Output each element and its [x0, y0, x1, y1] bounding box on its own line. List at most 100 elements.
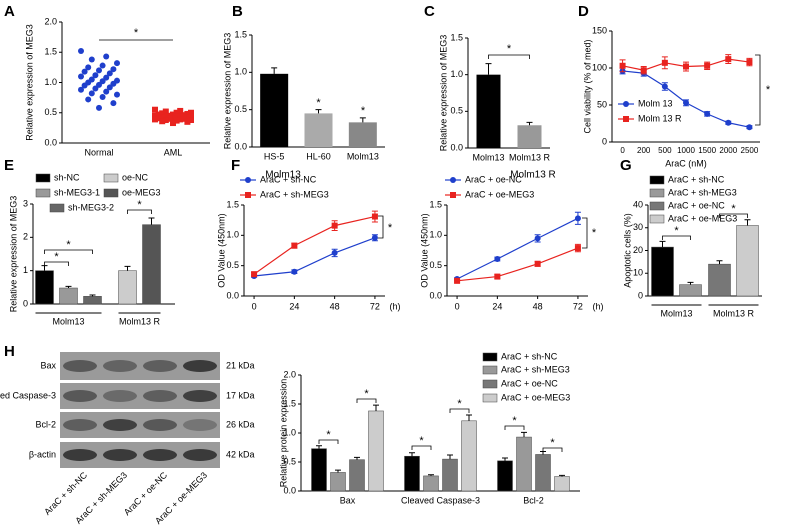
point: [494, 273, 501, 280]
y-tick-label: 1.5: [234, 29, 247, 39]
y-tick-label: 1.0: [429, 230, 442, 240]
legend-marker: [450, 192, 456, 198]
y-tick-label: 1.5: [44, 47, 57, 57]
y-axis-label: Cell viability (% of med): [582, 39, 592, 133]
y-tick-label: 1.5: [283, 398, 296, 408]
significance-bracket: [356, 398, 377, 403]
legend-label: oe-NC: [122, 172, 149, 182]
point: [88, 56, 95, 63]
legend-label: AraC + sh-MEG3: [668, 187, 737, 197]
legend-label: AraC + oe-MEG3: [668, 213, 737, 223]
y-tick-label: 0.5: [429, 260, 442, 270]
blot-band: [143, 419, 177, 431]
point: [454, 277, 461, 284]
y-tick-label: 1.0: [450, 69, 463, 79]
blot-row-label: β-actin: [29, 449, 56, 459]
point: [110, 100, 117, 107]
x-tick-label: Molm13 R: [713, 308, 755, 318]
point: [291, 242, 298, 249]
bar: [311, 448, 327, 492]
blot-band: [63, 360, 97, 372]
significance-bracket: [449, 408, 470, 413]
legend-label: AraC + sh-NC: [501, 351, 558, 361]
series-line: [456, 217, 579, 280]
x-tick-label: Normal: [84, 147, 113, 157]
significance-label: *: [507, 43, 512, 55]
point: [159, 114, 166, 121]
significance-label: *: [316, 97, 321, 109]
error-bar: [354, 456, 360, 460]
legend-label: sh-MEG3-2: [68, 202, 114, 212]
significance-label: *: [766, 84, 771, 96]
point: [188, 113, 194, 120]
legend-label: Molm 13 R: [638, 113, 682, 123]
point: [92, 85, 99, 92]
bar: [442, 458, 458, 492]
error-bar: [521, 431, 527, 438]
significance-bracket: [662, 235, 691, 240]
y-tick-label: 0.5: [226, 260, 239, 270]
y-tick-label: 0.0: [283, 485, 296, 495]
y-tick-label: 0.5: [450, 106, 463, 116]
blot-band: [103, 449, 137, 461]
point: [640, 67, 647, 74]
x-tick-label: Bax: [340, 495, 356, 505]
legend-swatch: [482, 393, 498, 403]
y-tick-label: 0.0: [234, 141, 247, 151]
point: [291, 268, 298, 275]
point: [371, 213, 378, 220]
bar: [554, 476, 570, 492]
bar: [142, 224, 161, 305]
legend-swatch: [482, 379, 498, 389]
panel-label: G: [620, 157, 632, 174]
point: [180, 115, 187, 122]
point: [184, 118, 191, 125]
significance-bracket: [127, 209, 152, 214]
panel-label: C: [424, 3, 435, 20]
legend-swatch: [482, 365, 498, 375]
point: [331, 249, 338, 256]
x-tick-label: 1500: [698, 146, 716, 155]
legend-label: AraC + sh-MEG3: [501, 364, 570, 374]
point: [725, 119, 732, 126]
point: [166, 115, 173, 122]
bar: [423, 475, 439, 492]
x-tick-label: Molm13 R: [119, 316, 161, 326]
y-tick-label: 2: [23, 232, 28, 242]
bar: [35, 270, 54, 305]
point: [170, 115, 176, 122]
point: [88, 90, 95, 97]
point: [96, 67, 102, 74]
y-tick-label: 0.5: [234, 104, 247, 114]
bar: [516, 436, 532, 492]
point: [661, 59, 668, 66]
legend-label: AraC + oe-NC: [465, 174, 522, 184]
error-bar: [659, 240, 666, 248]
significance-label: *: [674, 225, 679, 237]
point: [704, 62, 711, 69]
point: [173, 113, 180, 120]
y-axis-label: Relative expression of MEG3: [438, 35, 448, 152]
significance-label: *: [457, 398, 462, 410]
panel-label: H: [4, 343, 15, 360]
significance-bracket: [504, 425, 525, 430]
blot-band: [63, 419, 97, 431]
error-bar: [744, 219, 751, 226]
y-tick-label: 50: [597, 99, 607, 109]
y-tick-label: 0: [23, 298, 28, 308]
point: [177, 113, 184, 120]
point: [534, 260, 541, 267]
point: [81, 68, 88, 75]
x-tick-label: 72: [370, 301, 380, 311]
blot-band: [143, 449, 177, 461]
blot-band: [63, 449, 97, 461]
blot-band: [183, 390, 217, 402]
legend-label: sh-MEG3-1: [54, 187, 100, 197]
y-tick-label: 0.0: [429, 290, 442, 300]
x-axis-label: AraC (nM): [665, 158, 707, 168]
point: [152, 112, 158, 119]
legend-label: AraC + sh-MEG3: [260, 189, 329, 199]
error-bar: [466, 414, 472, 421]
y-tick-label: 0.5: [44, 107, 57, 117]
blot-band: [183, 449, 217, 461]
